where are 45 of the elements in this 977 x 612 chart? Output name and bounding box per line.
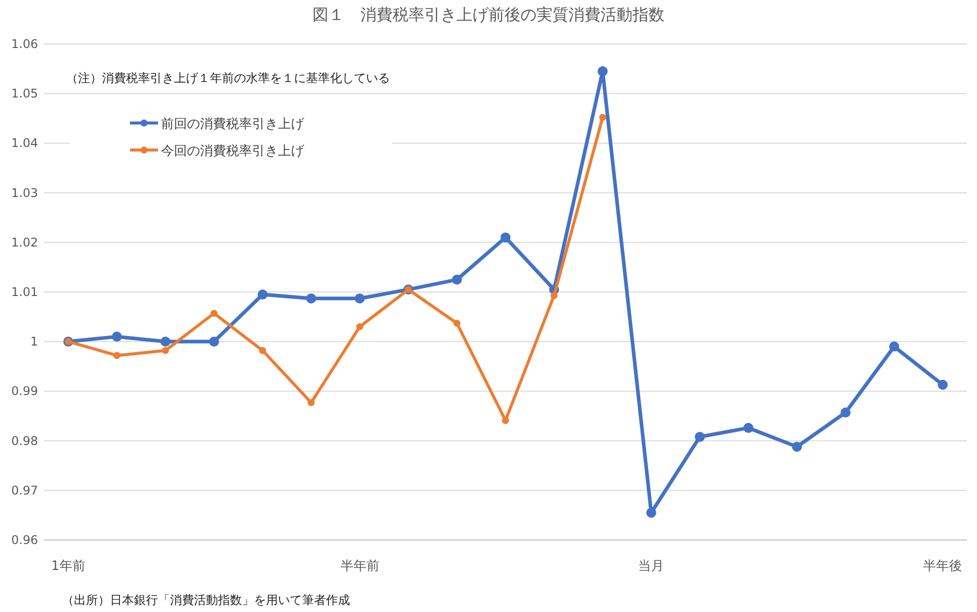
text: （出所）日本銀行「消費活動指数」を用いて筆者作成 xyxy=(62,593,350,607)
point xyxy=(259,347,266,354)
y-tick-label: 1 xyxy=(30,334,38,349)
point xyxy=(500,232,510,242)
point xyxy=(889,342,900,352)
x-tick-label: 半年後 xyxy=(923,559,962,574)
y-tick-label: 0.96 xyxy=(11,533,38,547)
point xyxy=(599,114,606,121)
chart-title: 図１ 消費税率引き上げ前後の実質消費活動指数 xyxy=(312,5,664,24)
point xyxy=(162,347,169,354)
point xyxy=(938,380,948,390)
point xyxy=(112,332,122,342)
legend-label: 前回の消費税率引き上げ xyxy=(161,116,305,132)
point xyxy=(258,289,268,300)
y-tick-label: 1.06 xyxy=(11,37,38,51)
y-tick-label: 0.98 xyxy=(11,434,38,448)
point xyxy=(743,422,754,433)
y-tick-label: 1.04 xyxy=(11,136,38,150)
y-tick-label: 1.02 xyxy=(11,235,38,250)
legend-label: 今回の消費税率引き上げ xyxy=(161,143,305,159)
y-tick-label: 1.03 xyxy=(11,186,38,200)
point xyxy=(550,292,558,299)
point xyxy=(453,320,460,327)
x-tick-label: 1年前 xyxy=(51,559,86,574)
point xyxy=(452,274,462,285)
annotation: （注）消費税率引き上げ１年前の水準を１に基準化している xyxy=(66,71,390,85)
y-tick-label: 1.05 xyxy=(11,86,38,101)
point xyxy=(354,293,365,304)
y-tick-label: 0.97 xyxy=(11,483,38,498)
point xyxy=(160,336,170,347)
point xyxy=(308,399,315,406)
point xyxy=(356,323,364,330)
point xyxy=(792,442,802,452)
point xyxy=(694,432,705,442)
y-tick-label: 0.99 xyxy=(11,384,38,398)
point xyxy=(306,293,316,304)
point xyxy=(210,310,218,317)
x-tick-label: 当月 xyxy=(638,559,664,574)
point xyxy=(209,336,220,347)
point xyxy=(646,508,656,518)
point xyxy=(598,66,608,76)
point xyxy=(840,408,851,418)
y-tick-label: 1.01 xyxy=(11,285,38,299)
point xyxy=(113,352,120,359)
x-tick-label: 半年前 xyxy=(340,559,380,574)
